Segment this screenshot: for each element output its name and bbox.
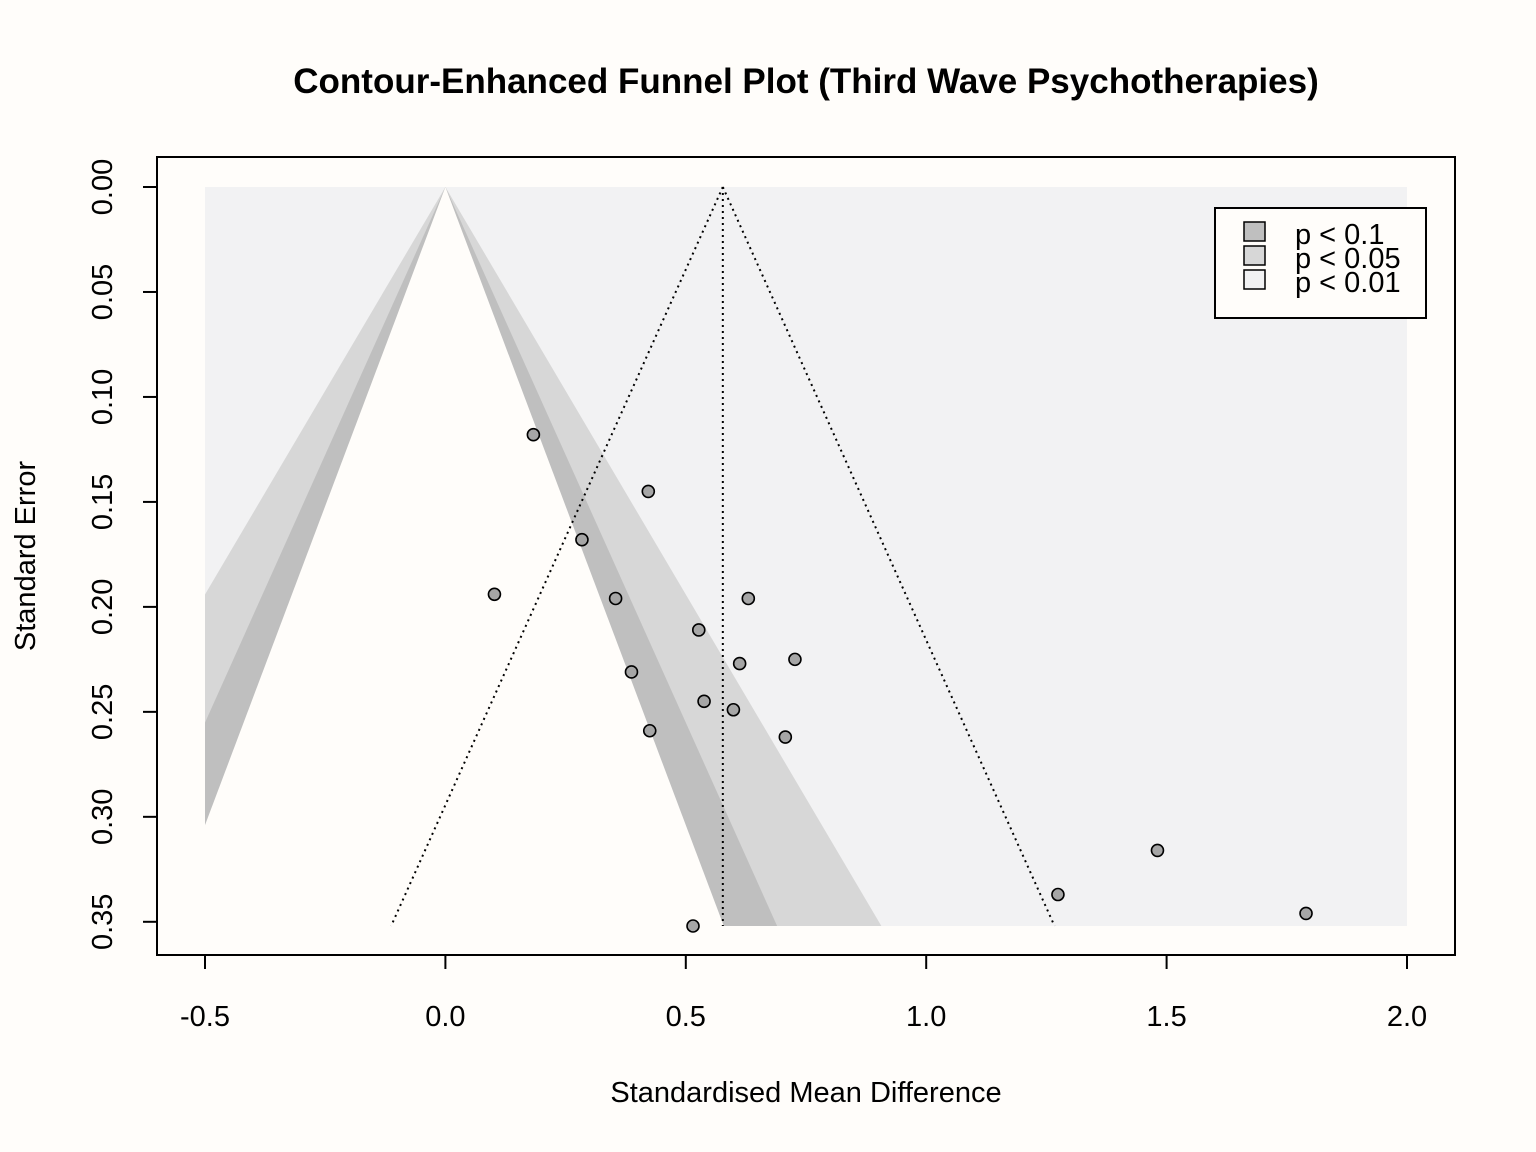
study-point-16 [1051,887,1065,902]
x-tick-label-2: 0.5 [666,1001,706,1033]
plot-area: -0.5 0.0 0.5 1.0 1.5 2.0 0.00 0.05 0.10 0.15 0.20 0… [87,156,1456,1033]
legend-swatch-1 [1243,221,1266,242]
contour-region-null [205,187,724,926]
y-tick-label-1: 0.05 [87,264,119,320]
legend-swatch-2 [1243,245,1266,266]
study-point-5 [608,591,623,606]
study-point-7 [691,623,706,637]
study-point-2 [641,484,656,499]
contour-group [205,187,882,926]
study-point-17 [1299,906,1313,921]
x-tick-label-3: 1.0 [906,1001,946,1033]
y-axis-label: Standard Error [10,461,42,652]
y-tick-label-5: 0.25 [87,684,119,740]
x-tick-label-4: 1.5 [1146,1001,1186,1033]
study-point-14 [778,730,793,744]
x-tick-label-5: 2.0 [1387,1001,1427,1033]
study-point-15 [1150,843,1165,858]
study-point-3 [575,532,589,547]
y-tick-label-7: 0.35 [87,894,119,950]
y-tick-label-3: 0.15 [87,474,119,530]
study-point-6 [741,591,756,606]
chart-title: Contour-Enhanced Funnel Plot (Third Wave… [293,62,1318,101]
study-point-10 [624,665,639,679]
study-point-18 [686,919,700,933]
legend-label-3: p < 0.01 [1295,267,1401,299]
legend-label-1: p < 0.1 [1295,219,1385,251]
x-axis-label: Standardised Mean Difference [610,1077,1001,1109]
legend: p < 0.1p < 0.05p < 0.01 [1214,207,1427,319]
y-tick-label-2: 0.10 [87,369,119,425]
y-tick-label-4: 0.20 [87,579,119,635]
study-point-13 [642,723,657,738]
study-point-1 [526,427,541,442]
study-point-12 [726,702,741,717]
legend-label-2: p < 0.05 [1295,243,1401,275]
study-point-8 [788,652,802,667]
study-point-11 [697,694,711,709]
y-tick-label-6: 0.30 [87,789,119,845]
x-tick-label-0: -0.5 [180,1001,230,1033]
legend-swatch-3 [1243,269,1266,290]
study-point-9 [732,656,747,671]
x-tick-label-1: 0.0 [425,1001,465,1033]
study-point-4 [487,587,502,602]
y-tick-label-0: 0.00 [87,159,119,215]
